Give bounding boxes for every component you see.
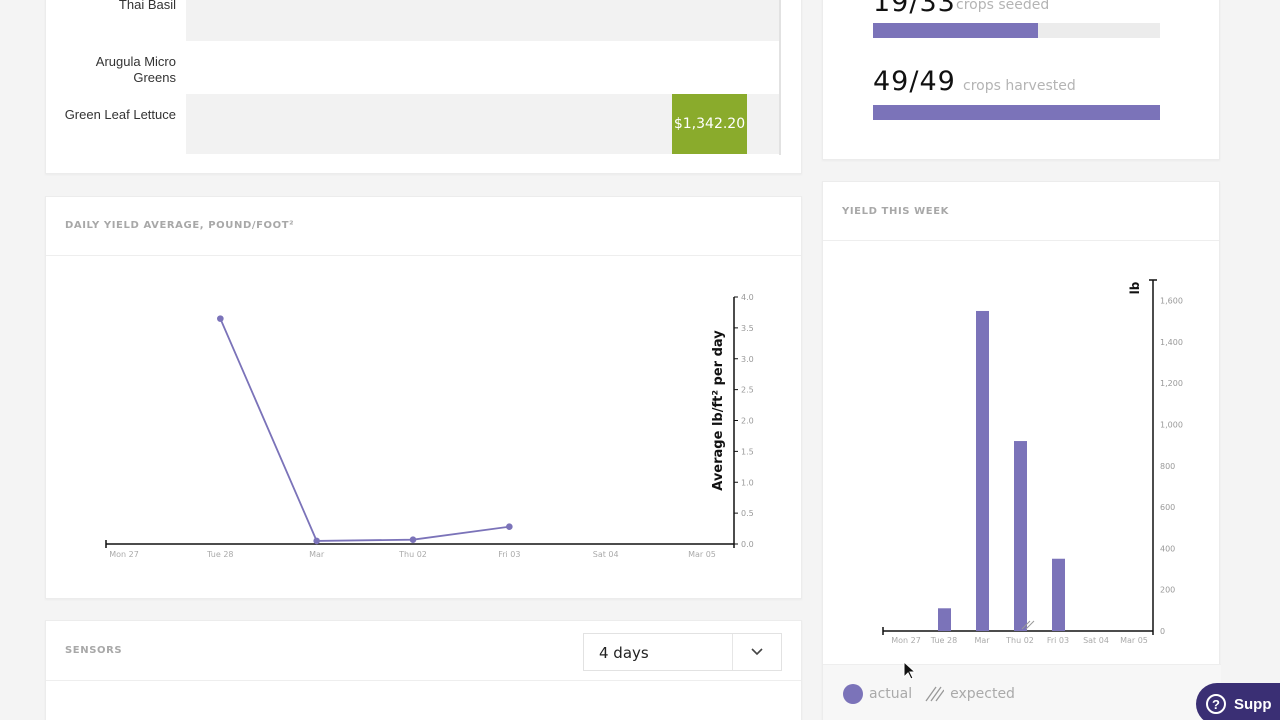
- legend-actual-swatch: [843, 684, 863, 704]
- y-tick-label: 2.0: [741, 417, 754, 426]
- revenue-row: Arugula Micro Greens: [46, 34, 803, 94]
- revenue-row: Green Leaf Lettuce $1,342.20: [46, 94, 803, 154]
- support-button[interactable]: ? Supp: [1196, 683, 1280, 720]
- crops-harvested-count: 49/49: [873, 66, 956, 97]
- revenue-card: Thai Basil Arugula Micro Greens Green Le…: [45, 0, 802, 174]
- y-tick-label: 1,400: [1160, 338, 1183, 347]
- x-tick-label: Mar 05: [1120, 636, 1148, 645]
- daily-yield-title: DAILY YIELD AVERAGE, POUND/FOOT²: [65, 220, 295, 231]
- series-line: [219, 318, 510, 542]
- data-point: [217, 315, 224, 322]
- expected-hatch: [1021, 620, 1035, 630]
- y-axis-label: Average lb/ft² per day: [711, 330, 726, 491]
- x-tick-label: Mar 05: [688, 550, 716, 559]
- y-tick-label: 600: [1160, 503, 1175, 512]
- yield-week-chart: 0 200 400 600 800 1,000 1,200 1,400 1,600 lb Mon 2…: [882, 279, 1183, 645]
- revenue-row: Thai Basil: [46, 0, 803, 41]
- yield-week-footer: [823, 664, 1221, 720]
- y-tick-label: 2.5: [741, 386, 754, 395]
- daily-yield-card: DAILY YIELD AVERAGE, POUND/FOOT² 0.0 0.5 1…: [45, 196, 802, 599]
- y-tick-label: 1.5: [741, 447, 754, 456]
- sensors-range-value: 4 days: [599, 644, 649, 662]
- y-tick-label: 1,000: [1160, 421, 1183, 430]
- dropdown-separator: [732, 634, 733, 670]
- y-tick-label: 800: [1160, 462, 1175, 471]
- crops-seeded-count: 19/33: [873, 0, 956, 18]
- legend-expected-hatch-icon: [925, 686, 945, 702]
- bar: [1014, 441, 1027, 631]
- x-tick-label: Sat 04: [593, 550, 619, 559]
- daily-yield-divider: [46, 255, 801, 256]
- y-axis-label: lb: [1128, 281, 1142, 294]
- x-tick-label: Tue 28: [930, 636, 957, 645]
- revenue-row-track: $1,342.20: [186, 94, 781, 154]
- x-tick-label: Tue 28: [206, 550, 233, 559]
- bar: [976, 310, 989, 631]
- crops-seeded-progress: [873, 23, 1160, 38]
- sensors-card: SENSORS 4 days: [45, 620, 802, 720]
- x-tick-label: Sat 04: [1083, 636, 1109, 645]
- revenue-track-edge: [779, 0, 781, 155]
- x-tick-label: Mar: [974, 636, 990, 645]
- x-tick-label: Mon 27: [891, 636, 921, 645]
- x-tick-label: Thu 02: [1005, 636, 1034, 645]
- x-tick-label: Thu 02: [398, 550, 427, 559]
- legend-actual-label: actual: [869, 686, 913, 702]
- data-point: [313, 537, 320, 545]
- y-tick-label: 3.0: [741, 355, 754, 364]
- y-tick-label: 3.5: [741, 324, 754, 333]
- y-tick-label: 1,200: [1160, 379, 1183, 388]
- revenue-row-track: [186, 34, 781, 94]
- yield-week-legend: actual expected: [843, 684, 1015, 704]
- yield-week-card: YIELD THIS WEEK 0 200 400 600 800 1,000 1,200 1…: [822, 181, 1221, 720]
- x-tick-label: Fri 03: [498, 550, 520, 559]
- y-tick-label: 4.0: [741, 293, 754, 302]
- help-icon: ?: [1206, 694, 1226, 714]
- revenue-row-label: Arugula Micro Greens: [95, 54, 176, 85]
- chevron-down-icon: [751, 648, 763, 656]
- daily-yield-chart: 0.0 0.5 1.0 1.5 2.0 2.5 3.0 3.5 4.0 Mon 27 Tue 28 M…: [105, 293, 754, 559]
- y-tick-label: 1,600: [1160, 297, 1183, 306]
- sensors-range-dropdown[interactable]: 4 days: [583, 633, 782, 671]
- revenue-row-label: Thai Basil: [118, 0, 176, 12]
- bar: [938, 608, 951, 631]
- yield-week-divider: [823, 240, 1219, 241]
- data-point: [506, 523, 513, 531]
- sensors-title: SENSORS: [65, 645, 123, 656]
- y-tick-label: 0.0: [741, 540, 754, 549]
- data-point: [409, 536, 417, 543]
- revenue-row-track: [186, 0, 781, 41]
- support-button-label: Supp: [1234, 695, 1272, 713]
- x-tick-label: Mon 27: [109, 550, 139, 559]
- yield-week-title: YIELD THIS WEEK: [842, 206, 949, 217]
- x-tick-label: Mar: [309, 550, 325, 559]
- sensors-divider: [46, 680, 801, 681]
- revenue-row-label: Green Leaf Lettuce: [64, 107, 176, 122]
- crops-seeded-label: crops seeded: [956, 0, 1050, 13]
- bar: [1052, 558, 1065, 631]
- crops-harvested-label: crops harvested: [963, 78, 1076, 94]
- crops-harvested-progress: [873, 105, 1160, 120]
- revenue-bar[interactable]: $1,342.20: [672, 94, 747, 154]
- legend-expected-label: expected: [950, 686, 1015, 702]
- crops-seeded-progress-fill: [873, 23, 1039, 38]
- y-tick-label: 400: [1160, 544, 1175, 553]
- y-tick-label: 0.5: [741, 509, 754, 518]
- crops-progress-card: 19/33 crops seeded 49/49 crops harvested: [822, 0, 1220, 160]
- y-tick-label: 0: [1160, 627, 1165, 636]
- y-tick-label: 1.0: [741, 478, 754, 487]
- crops-harvested-progress-fill: [873, 105, 1160, 120]
- x-tick-label: Fri 03: [1047, 636, 1069, 645]
- mouse-cursor-icon: [903, 661, 917, 680]
- y-tick-label: 200: [1160, 586, 1175, 595]
